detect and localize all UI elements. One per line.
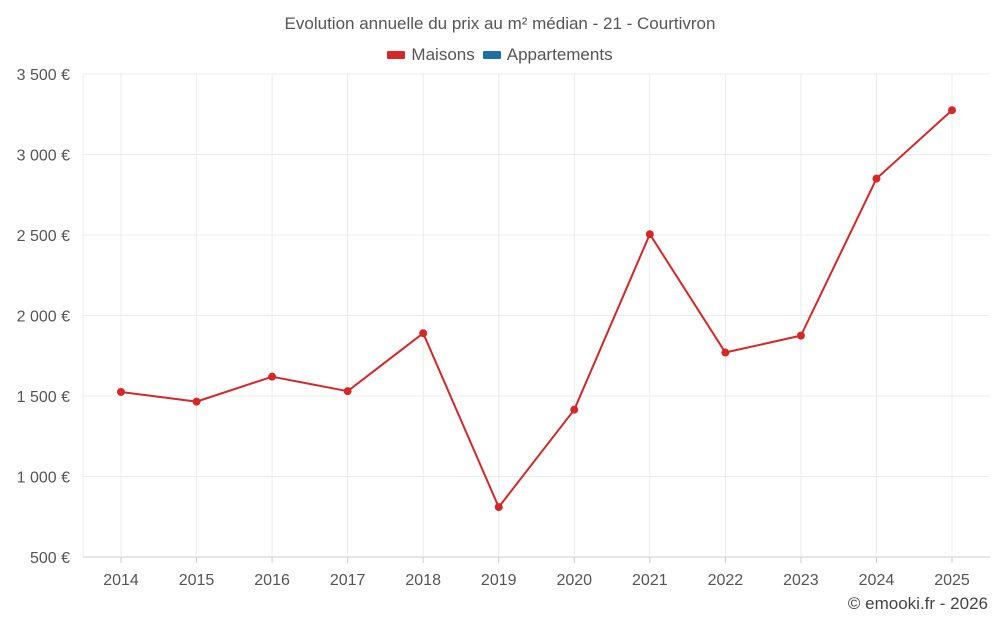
data-point-2014 [117, 387, 125, 396]
data-point-2020 [570, 405, 579, 414]
data-point-2022 [721, 348, 730, 357]
legend-label-appartements: Appartements [506, 45, 613, 64]
data-point-2025 [948, 106, 956, 115]
x-tick-label: 2015 [179, 572, 215, 589]
x-tick-label: 2018 [405, 572, 441, 589]
x-tick-label: 2025 [934, 572, 970, 589]
data-point-2019 [494, 503, 503, 512]
chart-title: Evolution annuelle du prix au m² médian … [284, 14, 716, 33]
y-axis: 500 € 1 000 € 1 500 € 2 000 € 2 500 € 3 000 €… [17, 67, 70, 567]
data-point-2024 [872, 174, 881, 183]
data-point-2018 [419, 329, 428, 338]
y-tick-label: 3 000 € [17, 148, 70, 165]
x-tick-label: 2020 [556, 572, 592, 589]
legend-item-maisons[interactable]: Maisons [387, 45, 475, 65]
x-axis: 2014 2015 2016 2017 2018 2019 2020 2021 2022 2023… [103, 557, 970, 589]
credit-text: © emooki.fr - 2026 [847, 594, 988, 613]
series-layer [117, 106, 956, 512]
y-tick-label: 500 € [30, 550, 70, 567]
x-tick-label: 2023 [783, 572, 819, 589]
legend-swatch-maisons [387, 51, 406, 59]
data-point-2015 [192, 397, 201, 406]
x-tick-label: 2021 [632, 572, 668, 589]
x-tick-label: 2014 [103, 572, 139, 589]
grid [82, 73, 990, 558]
legend-swatch-appartements [482, 51, 501, 59]
y-tick-label: 1 500 € [17, 389, 70, 406]
x-tick-label: 2022 [708, 572, 744, 589]
data-point-2021 [645, 230, 654, 239]
y-tick-label: 3 500 € [17, 67, 70, 84]
legend-item-appartements[interactable]: Appartements [482, 45, 613, 65]
x-tick-label: 2016 [254, 572, 290, 589]
data-point-2023 [796, 331, 805, 340]
x-tick-label: 2017 [330, 572, 366, 589]
x-tick-label: 2024 [859, 572, 895, 589]
data-point-2017 [343, 387, 352, 396]
legend: Maisons Appartements [0, 45, 1000, 65]
legend-label-maisons: Maisons [411, 45, 475, 64]
y-tick-label: 2 500 € [17, 228, 70, 245]
y-tick-label: 2 000 € [17, 309, 70, 326]
data-point-2016 [268, 372, 277, 381]
y-tick-label: 1 000 € [17, 470, 70, 487]
x-tick-label: 2019 [481, 572, 517, 589]
series-line-maisons [120, 109, 953, 509]
